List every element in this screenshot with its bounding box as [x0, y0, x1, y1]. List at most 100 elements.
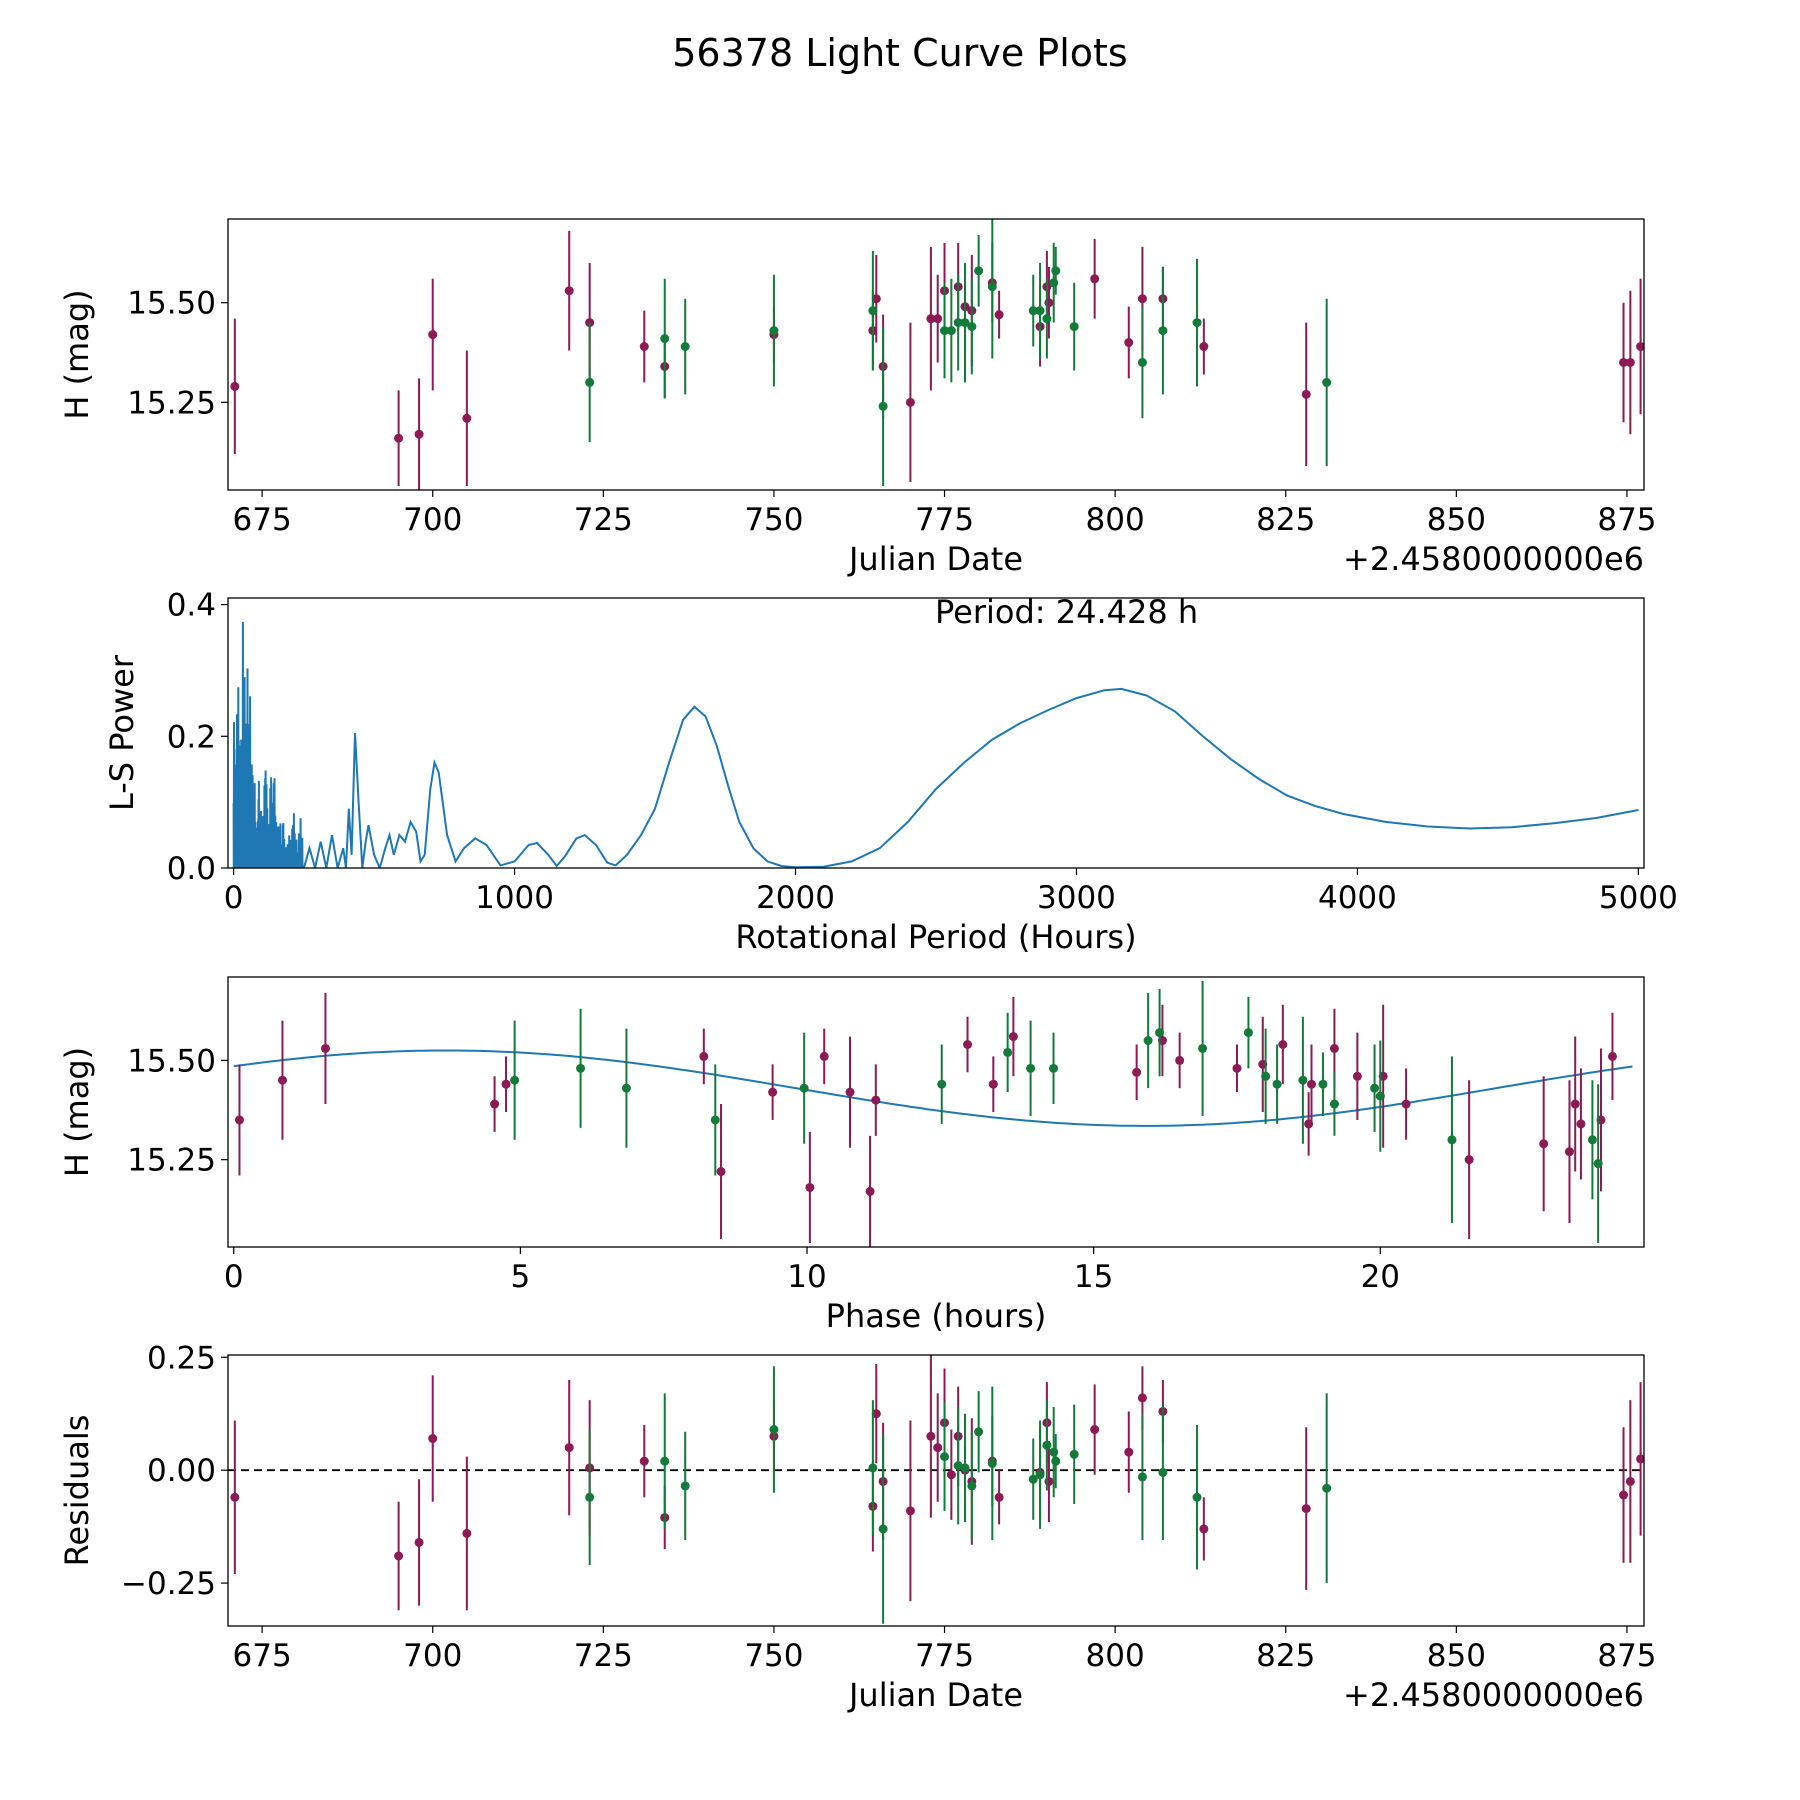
data-point — [1003, 1047, 1013, 1057]
data-point — [994, 310, 1004, 320]
data-point — [1028, 1474, 1038, 1484]
data-point — [1401, 1099, 1411, 1109]
x-tick-label: 750 — [744, 1638, 803, 1674]
data-point — [1049, 278, 1059, 288]
data-point — [933, 314, 943, 324]
x-offset-label: +2.4580000000e6 — [1343, 1676, 1644, 1714]
data-point — [871, 1409, 881, 1419]
plot-area — [232, 621, 1639, 868]
x-tick-label: 700 — [403, 502, 462, 538]
data-point — [1137, 357, 1147, 367]
x-tick-label: 4000 — [1318, 880, 1397, 916]
y-tick-label: 0.4 — [167, 588, 216, 624]
data-point — [660, 334, 670, 344]
x-tick-label: 800 — [1086, 502, 1145, 538]
data-point — [1278, 1040, 1288, 1049]
x-tick-label: 700 — [403, 1638, 462, 1674]
x-tick-label: 5000 — [1599, 880, 1678, 916]
x-tick-label: 10 — [787, 1259, 826, 1295]
data-point — [1232, 1063, 1242, 1073]
data-point — [1124, 1447, 1134, 1457]
plot-area — [230, 219, 1644, 490]
data-point — [953, 1461, 963, 1471]
data-point — [1008, 1032, 1018, 1042]
data-point — [1318, 1079, 1328, 1089]
data-point — [1051, 266, 1061, 276]
data-point — [490, 1099, 500, 1109]
data-point — [428, 330, 438, 340]
data-point — [940, 326, 950, 336]
data-point — [1464, 1155, 1474, 1165]
data-point — [564, 1443, 574, 1453]
data-point — [845, 1087, 855, 1097]
data-point — [1049, 1063, 1059, 1073]
data-point — [1564, 1147, 1574, 1157]
data-point — [1587, 1135, 1597, 1145]
data-point — [1576, 1119, 1586, 1129]
data-point — [1175, 1055, 1185, 1065]
x-tick-label: 750 — [744, 502, 803, 538]
data-point — [1044, 1476, 1054, 1486]
data-point — [1370, 1083, 1380, 1093]
data-point — [1625, 1476, 1635, 1486]
data-point — [1322, 1483, 1332, 1493]
data-point — [1329, 1099, 1339, 1109]
data-point — [1035, 1470, 1045, 1480]
data-point — [994, 1492, 1004, 1502]
data-point — [1243, 1028, 1253, 1038]
data-point — [868, 1463, 878, 1473]
x-axis-label: Julian Date — [847, 540, 1023, 578]
x-tick-label: 3000 — [1037, 880, 1116, 916]
data-point — [974, 1427, 984, 1437]
data-point — [1137, 294, 1147, 304]
data-point — [1137, 1393, 1147, 1403]
data-point — [1028, 306, 1038, 316]
x-offset-label: +2.4580000000e6 — [1343, 540, 1644, 578]
data-point — [1261, 1071, 1271, 1081]
data-point — [905, 1506, 915, 1516]
data-point — [639, 342, 649, 352]
y-tick-label: 0.00 — [147, 1453, 216, 1489]
data-point — [585, 1492, 595, 1502]
y-tick-label: 0.0 — [167, 851, 216, 887]
data-point — [1593, 1159, 1603, 1169]
data-point — [1447, 1135, 1457, 1145]
data-point — [1192, 1492, 1202, 1502]
x-tick-label: 825 — [1256, 502, 1315, 538]
x-tick-label: 875 — [1597, 1638, 1656, 1674]
y-axis-label: Residuals — [58, 1415, 96, 1567]
y-axis-label: H (mag) — [58, 289, 96, 419]
data-point — [953, 318, 963, 328]
data-point — [963, 1040, 973, 1049]
data-point — [819, 1051, 829, 1061]
data-point — [1607, 1051, 1617, 1061]
y-tick-label: 0.25 — [147, 1340, 216, 1376]
axes-frame — [227, 1354, 1645, 1627]
data-point — [1124, 338, 1134, 348]
data-point — [805, 1182, 815, 1192]
data-point — [974, 266, 984, 276]
data-point — [1069, 1449, 1079, 1459]
x-tick-label: 15 — [1074, 1259, 1113, 1295]
fit-curve — [233, 1049, 1633, 1127]
data-point — [710, 1115, 720, 1125]
data-point — [1049, 1447, 1059, 1457]
data-point — [933, 1443, 943, 1453]
data-point — [1026, 1063, 1036, 1073]
axes-frame — [227, 597, 1645, 869]
data-point — [277, 1075, 287, 1085]
data-point — [946, 326, 956, 336]
data-point — [1090, 274, 1100, 284]
x-tick-label: 725 — [574, 502, 633, 538]
data-point — [988, 1079, 998, 1089]
data-point — [621, 1083, 631, 1093]
data-point — [987, 1458, 997, 1468]
data-point — [660, 1456, 670, 1466]
period-annotation: Period: 24.428 h — [935, 593, 1198, 631]
data-point — [1137, 1472, 1147, 1482]
plot-area — [233, 980, 1633, 1247]
data-point — [769, 1425, 779, 1435]
x-tick-label: 0 — [224, 880, 244, 916]
data-point — [1301, 389, 1311, 399]
data-point — [1199, 342, 1209, 352]
